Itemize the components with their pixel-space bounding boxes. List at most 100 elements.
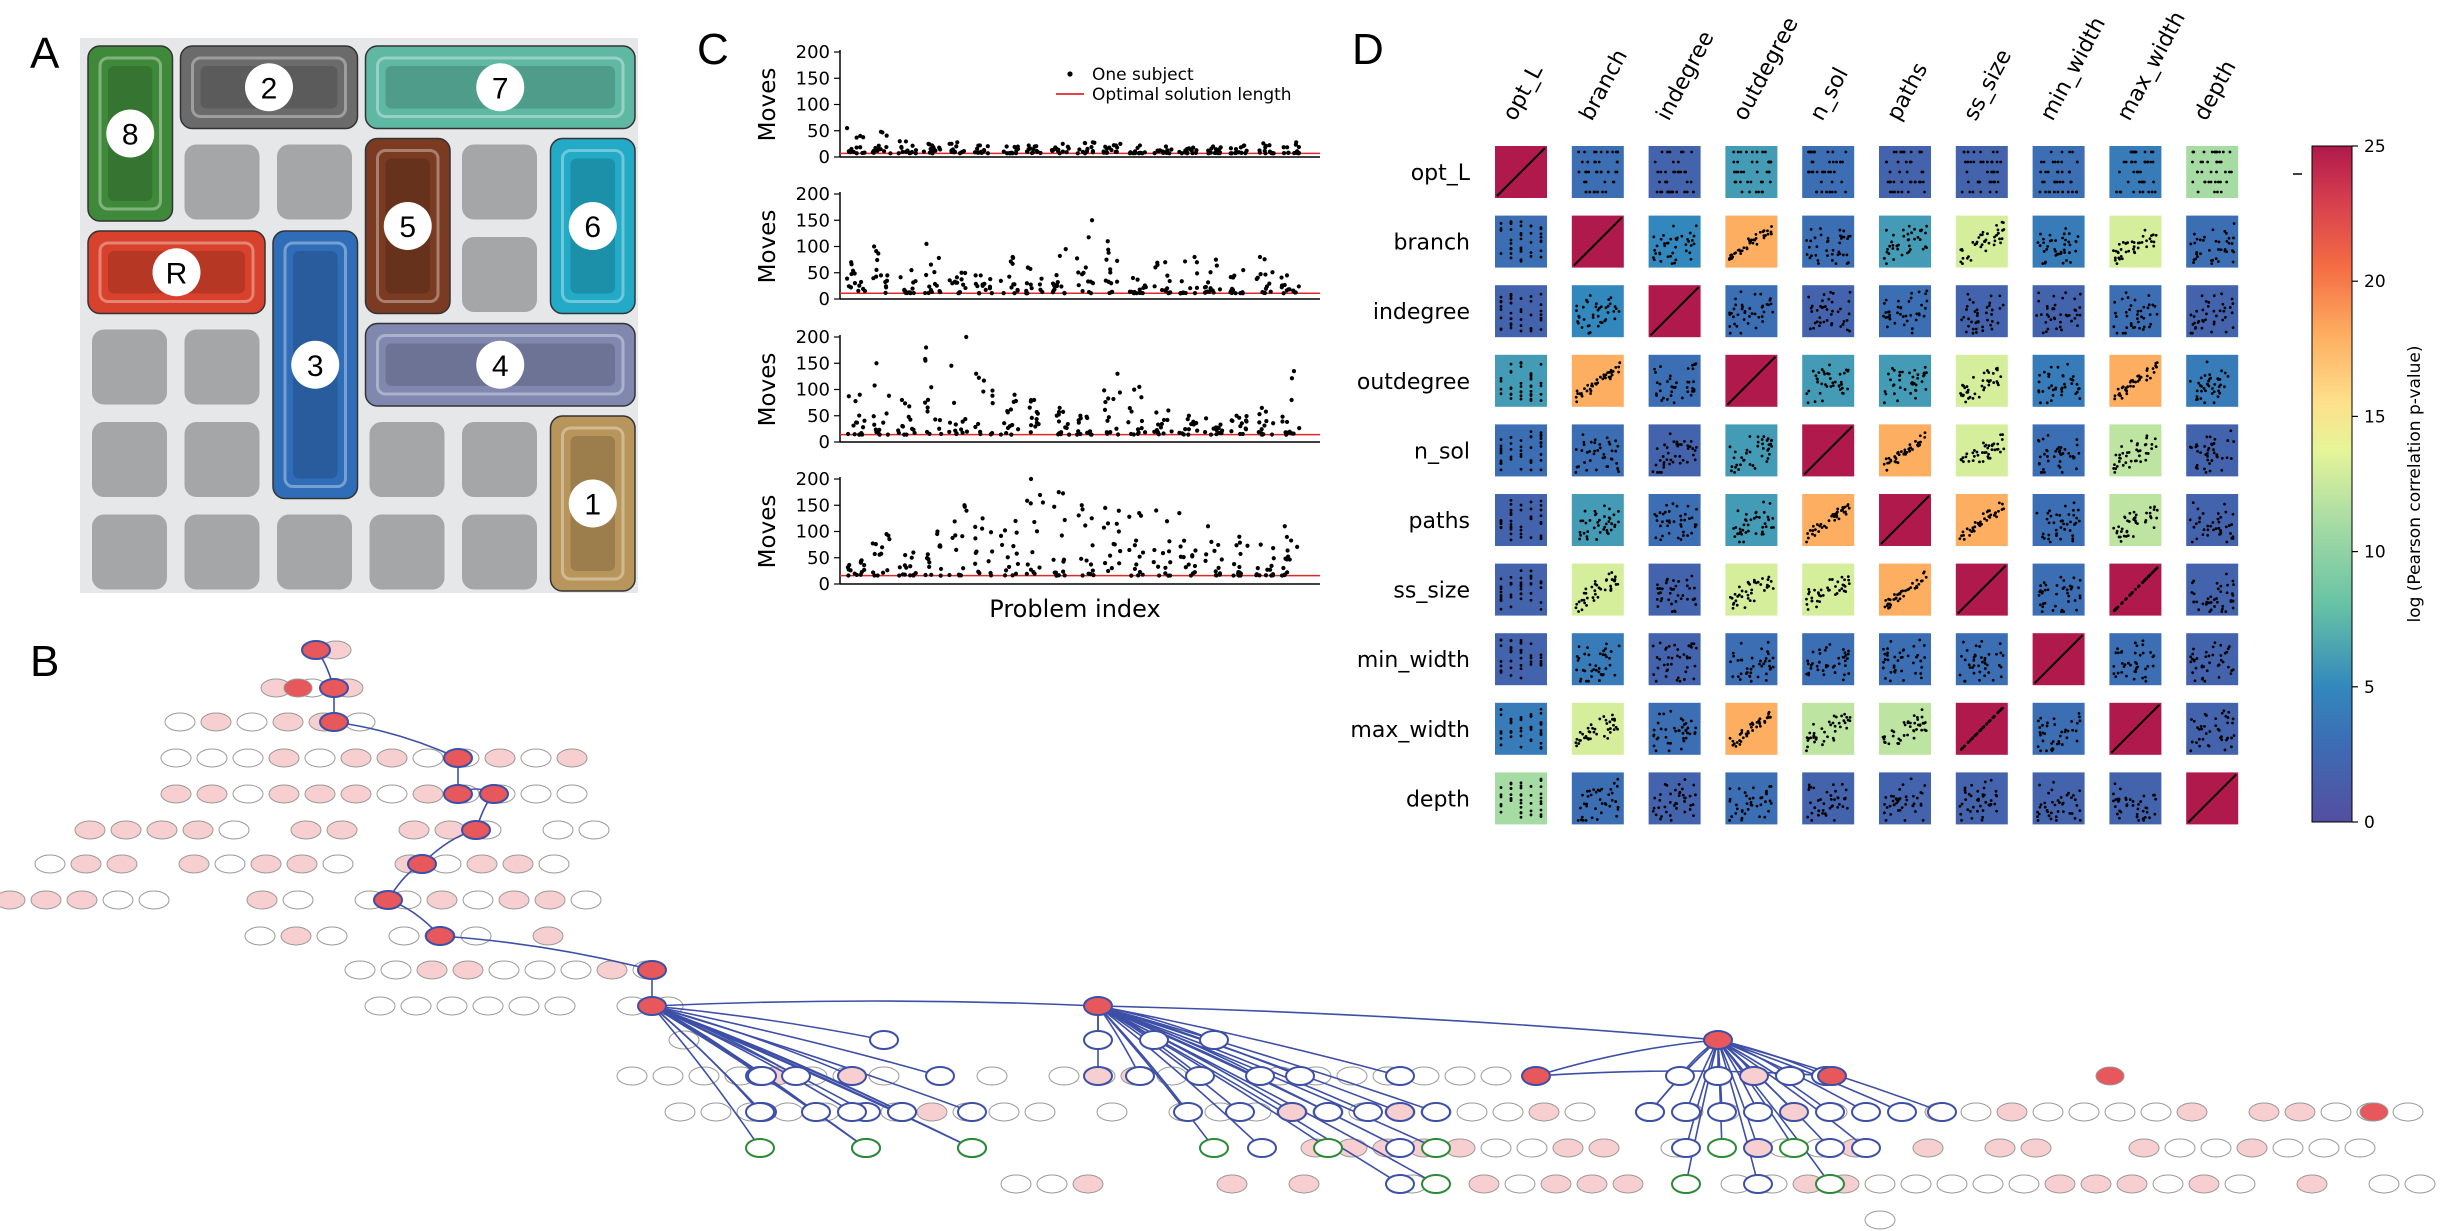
- subject-point: [1028, 282, 1033, 287]
- matrix-point: [1898, 386, 1902, 390]
- matrix-point: [1519, 310, 1523, 314]
- matrix-point: [1614, 439, 1618, 443]
- matrix-point: [2230, 523, 2234, 526]
- matrix-point: [1590, 669, 1594, 673]
- matrix-point: [1896, 247, 1900, 251]
- matrix-point: [1992, 442, 1996, 446]
- matrix-point: [1989, 294, 1993, 298]
- graph-edge: [651, 1005, 761, 1149]
- matrix-point: [1885, 468, 1889, 472]
- matrix-point: [1815, 245, 1819, 249]
- subject-point: [990, 388, 995, 393]
- state-node: [508, 996, 540, 1016]
- matrix-point: [1672, 440, 1676, 444]
- matrix-point: [1817, 530, 1821, 533]
- matrix-point: [1539, 399, 1543, 402]
- matrix-point: [1603, 588, 1607, 592]
- matrix-point: [1734, 526, 1738, 529]
- car-number: 5: [399, 211, 416, 244]
- matrix-point: [2039, 733, 2042, 737]
- matrix-point: [1529, 224, 1533, 228]
- matrix-point: [2136, 665, 2140, 669]
- matrix-point: [1583, 601, 1587, 605]
- subject-point: [1163, 565, 1168, 570]
- matrix-point: [1666, 668, 1669, 672]
- state-node: [110, 820, 142, 840]
- subject-point: [1126, 420, 1131, 425]
- subject-point: [1084, 414, 1089, 419]
- matrix-cell: [1725, 146, 1778, 198]
- matrix-point: [2076, 324, 2079, 328]
- matrix-cell-background: [1648, 354, 1701, 407]
- subject-point: [1076, 283, 1081, 288]
- matrix-point: [2215, 453, 2219, 457]
- matrix-point: [1735, 741, 1739, 744]
- matrix-point: [1920, 708, 1924, 711]
- matrix-point: [1906, 232, 1910, 236]
- subject-point: [1192, 254, 1197, 260]
- explored-node: [1313, 1102, 1343, 1122]
- matrix-point: [1825, 249, 1829, 253]
- matrix-point: [1499, 593, 1503, 597]
- matrix-point: [1679, 525, 1683, 528]
- matrix-point: [2038, 603, 2042, 607]
- subject-point: [1037, 492, 1043, 498]
- state-node: [316, 926, 348, 946]
- matrix-point: [1509, 650, 1513, 654]
- matrix-point: [1806, 659, 1810, 663]
- matrix-point: [1823, 524, 1826, 528]
- matrix-point: [2229, 599, 2233, 602]
- subject-point: [937, 145, 942, 150]
- matrix-point: [2142, 325, 2146, 329]
- matrix-point: [1659, 170, 1663, 174]
- matrix-point: [2129, 304, 2133, 308]
- matrix-point: [1499, 707, 1503, 711]
- matrix-point: [2230, 736, 2233, 740]
- matrix-point: [1539, 309, 1543, 313]
- matrix-point: [1729, 311, 1733, 315]
- matrix-point: [1839, 325, 1843, 328]
- subject-point: [1108, 270, 1113, 275]
- matrix-point: [1592, 668, 1596, 671]
- matrix-point: [1805, 239, 1809, 242]
- matrix-point: [1991, 150, 1995, 154]
- subject-point: [1114, 521, 1119, 526]
- graph-edge: [1717, 1039, 1867, 1149]
- matrix-point: [1529, 327, 1533, 331]
- matrix-point: [1982, 725, 1986, 728]
- matrix-point: [1887, 252, 1891, 256]
- matrix-point: [1611, 713, 1614, 717]
- matrix-point: [1519, 638, 1523, 642]
- matrix-point: [1825, 190, 1828, 194]
- board-cell: [92, 514, 167, 590]
- matrix-point: [1669, 741, 1672, 745]
- matrix-point: [2226, 647, 2230, 651]
- matrix-point: [1962, 745, 1966, 748]
- matrix-point: [1753, 312, 1757, 316]
- matrix-point: [2036, 745, 2040, 749]
- matrix-point: [1769, 230, 1773, 234]
- matrix-point: [1996, 228, 2000, 232]
- matrix-point: [1960, 654, 1963, 658]
- matrix-point: [1688, 732, 1692, 736]
- subject-point: [961, 282, 966, 287]
- matrix-point: [1499, 327, 1503, 331]
- matrix-point: [1668, 374, 1672, 378]
- subject-point: [1139, 425, 1144, 431]
- matrix-point: [1761, 442, 1764, 446]
- matrix-point: [1963, 658, 1967, 662]
- subject-point: [1213, 573, 1218, 578]
- matrix-cell-background: [2186, 285, 2239, 338]
- subject-point: [1167, 539, 1172, 544]
- matrix-point: [1610, 449, 1614, 453]
- subject-point: [1229, 286, 1235, 291]
- subject-point: [960, 534, 965, 539]
- matrix-point: [2053, 190, 2056, 194]
- matrix-point: [1830, 578, 1834, 581]
- matrix-point: [1809, 227, 1813, 231]
- matrix-point: [1815, 320, 1819, 324]
- subject-point: [929, 385, 934, 390]
- subject-point: [953, 422, 958, 427]
- subject-point: [1076, 418, 1081, 423]
- matrix-point: [1896, 305, 1900, 309]
